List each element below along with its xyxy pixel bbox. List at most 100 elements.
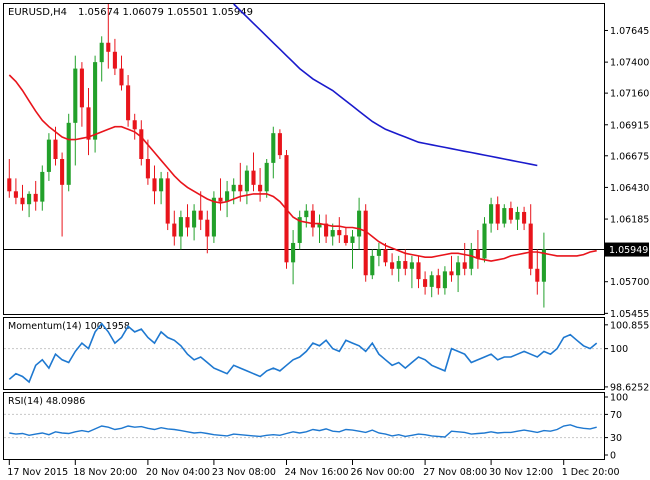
- momentum-label: Momentum(14) 100.1958: [8, 321, 130, 332]
- candle: [152, 165, 157, 205]
- candle: [475, 230, 480, 269]
- candle-body: [383, 249, 388, 263]
- price-tick-label: 1.07645: [610, 26, 649, 37]
- candle-body: [192, 210, 197, 228]
- candle: [515, 206, 520, 231]
- candle: [93, 55, 98, 153]
- candle: [205, 210, 210, 254]
- rsi-marks: [9, 424, 597, 438]
- candle-body: [350, 236, 355, 243]
- candle: [106, 4, 111, 69]
- candle: [409, 255, 414, 289]
- candle: [13, 178, 18, 205]
- candle: [211, 191, 216, 243]
- candle-body: [238, 184, 243, 192]
- candle-body: [475, 249, 480, 259]
- candle: [363, 204, 368, 282]
- candle-body: [429, 275, 434, 287]
- candle-body: [462, 262, 467, 269]
- candle-body: [409, 262, 414, 269]
- candle: [522, 206, 527, 231]
- candle-body: [225, 191, 230, 202]
- candle-body: [27, 193, 32, 205]
- candle-body: [172, 223, 177, 237]
- candle: [337, 217, 342, 243]
- candle-body: [541, 249, 546, 282]
- candle: [535, 249, 540, 295]
- candle: [489, 197, 494, 233]
- candle-body: [231, 184, 236, 192]
- candle: [53, 126, 58, 166]
- rsi-line: [9, 424, 597, 438]
- candle-body: [449, 271, 454, 276]
- candle-body: [112, 51, 117, 69]
- candle: [165, 171, 170, 231]
- candle-body: [304, 210, 309, 218]
- candle-body: [132, 120, 137, 130]
- price-tick-label: 1.06185: [610, 215, 649, 226]
- candle: [350, 230, 355, 269]
- candle-body: [40, 171, 45, 202]
- time-tick-label: 24 Nov 16:00: [285, 467, 349, 478]
- candle: [423, 271, 428, 295]
- candle: [310, 204, 315, 237]
- candle-body: [66, 122, 71, 185]
- candle: [40, 165, 45, 211]
- candle: [482, 217, 487, 263]
- rsi-y-axis: 100 70 30 0: [4, 393, 628, 462]
- candle-body: [370, 255, 375, 276]
- momentum-y-axis: 100.855 100 98.6252: [4, 320, 649, 393]
- candle-body: [522, 211, 527, 224]
- candle-body: [396, 261, 401, 269]
- candle: [271, 126, 276, 179]
- price-tick-label: 1.05700: [610, 277, 649, 288]
- candle-body: [357, 210, 362, 237]
- time-tick-label: 17 Nov 2015: [7, 467, 68, 478]
- candle-body: [198, 210, 203, 220]
- sma-fast-line: [8, 74, 597, 262]
- candle-body: [456, 262, 461, 276]
- candle-body: [185, 217, 190, 228]
- price-tick-label: 1.06915: [610, 120, 649, 131]
- price-tick-label: 1.06675: [610, 151, 649, 162]
- rsi-label: RSI(14) 48.0986: [8, 396, 85, 407]
- candle: [264, 159, 269, 198]
- candle-body: [343, 235, 348, 243]
- candle: [238, 162, 243, 202]
- time-tick-label: 30 Nov 12:00: [489, 467, 553, 478]
- rsi-tick-label: 0: [610, 451, 616, 462]
- candle: [218, 178, 223, 211]
- candle-body: [165, 178, 170, 224]
- candle: [126, 75, 131, 127]
- candle: [86, 87, 91, 156]
- candle: [357, 197, 362, 250]
- price-tick-label: 1.06430: [610, 183, 649, 194]
- candle-body: [469, 249, 474, 269]
- candle: [396, 255, 401, 282]
- candle-body: [264, 162, 269, 192]
- candle-body: [244, 170, 249, 192]
- candle-body: [271, 133, 276, 163]
- candle: [60, 152, 65, 237]
- candle: [541, 232, 546, 308]
- candle: [416, 255, 421, 289]
- price-y-axis: 1.07645 1.07400 1.07160 1.06915 1.06675 1.064…: [604, 26, 649, 320]
- candle: [456, 255, 461, 293]
- candle-body: [495, 204, 500, 224]
- rsi-tick-label: 30: [610, 433, 622, 444]
- time-axis: 17 Nov 2015 18 Nov 20:00 20 Nov 04:00 23 No…: [7, 460, 620, 478]
- candle-body: [337, 230, 342, 236]
- candle-body: [126, 85, 131, 121]
- time-tick-label: 1 Dec 20:00: [562, 467, 620, 478]
- candle: [185, 204, 190, 237]
- candle: [330, 223, 335, 246]
- candle: [390, 253, 395, 276]
- candle-body: [508, 208, 513, 220]
- candle: [495, 196, 500, 231]
- candle: [528, 204, 533, 276]
- candle: [376, 242, 381, 267]
- current-price-box: [605, 242, 649, 257]
- candle: [172, 210, 177, 246]
- candle: [178, 210, 183, 250]
- candle: [198, 191, 203, 231]
